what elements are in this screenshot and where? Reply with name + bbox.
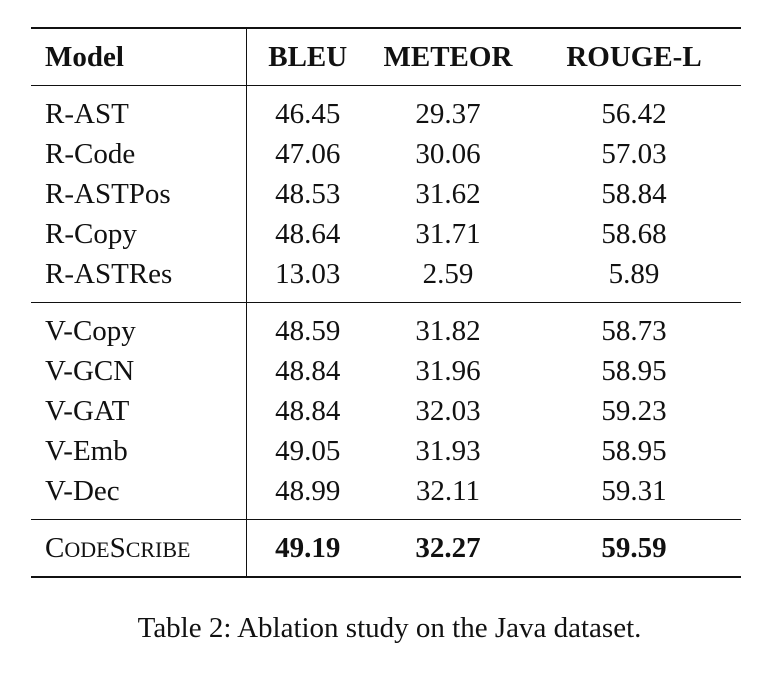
table-header: Model BLEU METEOR ROUGE-L [31, 28, 741, 86]
row-model: V-GAT [31, 391, 247, 431]
row-model: V-Dec [31, 471, 247, 520]
header-meteor: METEOR [383, 40, 513, 73]
table-row: R-AST 46.45 29.37 56.42 [31, 85, 741, 134]
row-bleu: 48.59 [275, 314, 341, 347]
row-rouge: 57.03 [601, 137, 667, 170]
row-bleu: 47.06 [275, 137, 341, 170]
header-rouge-l: ROUGE-L [566, 40, 702, 73]
row-model: R-ASTPos [31, 174, 247, 214]
table-row: R-Code 47.06 30.06 57.03 [31, 134, 741, 174]
row-bleu: 48.53 [275, 177, 341, 210]
model-name-part: CRIBE [125, 536, 191, 562]
header-row: Model BLEU METEOR ROUGE-L [31, 28, 741, 86]
row-meteor: 29.37 [415, 97, 481, 130]
row-rouge: 59.23 [601, 394, 667, 427]
row-meteor: 30.06 [415, 137, 481, 170]
row-rouge: 58.73 [601, 314, 667, 347]
row-rouge: 58.95 [601, 354, 667, 387]
row-meteor: 32.03 [415, 394, 481, 427]
model-name-part: C [45, 531, 65, 564]
row-meteor: 31.62 [415, 177, 481, 210]
row-rouge: 56.42 [601, 97, 667, 130]
table-row: V-Dec 48.99 32.11 59.31 [31, 471, 741, 520]
table-row: V-Emb 49.05 31.93 58.95 [31, 431, 741, 471]
row-bleu: 13.03 [275, 257, 341, 290]
row-rouge: 5.89 [608, 257, 660, 290]
row-bleu: 48.84 [275, 354, 341, 387]
model-name-part: ODE [64, 536, 110, 562]
group-r-variants: R-AST 46.45 29.37 56.42 R-Code 47.06 30.… [31, 85, 741, 303]
row-meteor: 31.93 [415, 434, 481, 467]
final-row: CODESCRIBE 49.19 32.27 59.59 [31, 519, 741, 577]
header-model: Model [31, 28, 247, 86]
final-model-name: CODESCRIBE [31, 519, 247, 577]
row-model: V-GCN [31, 351, 247, 391]
final-bleu: 49.19 [275, 531, 341, 564]
header-bleu: BLEU [268, 40, 348, 73]
row-bleu: 48.99 [275, 474, 341, 507]
row-model: V-Emb [31, 431, 247, 471]
final-rouge: 59.59 [601, 531, 667, 564]
group-v-variants: V-Copy 48.59 31.82 58.73 V-GCN 48.84 31.… [31, 302, 741, 520]
row-model: R-AST [31, 85, 247, 134]
row-rouge: 58.68 [601, 217, 667, 250]
row-meteor: 2.59 [422, 257, 474, 290]
row-rouge: 58.95 [601, 434, 667, 467]
table-row: V-Copy 48.59 31.82 58.73 [31, 302, 741, 351]
final-meteor: 32.27 [415, 531, 481, 564]
row-model: R-ASTRes [31, 254, 247, 303]
row-rouge: 59.31 [601, 474, 667, 507]
table-caption: Table 2: Ablation study on the Java data… [137, 612, 642, 644]
row-model: R-Copy [31, 214, 247, 254]
group-final-model: CODESCRIBE 49.19 32.27 59.59 [31, 519, 741, 577]
row-bleu: 48.64 [275, 217, 341, 250]
row-bleu: 48.84 [275, 394, 341, 427]
row-meteor: 31.71 [415, 217, 481, 250]
model-name-part: S [109, 531, 126, 564]
row-bleu: 49.05 [275, 434, 341, 467]
row-meteor: 31.96 [415, 354, 481, 387]
table-row: R-ASTPos 48.53 31.62 58.84 [31, 174, 741, 214]
row-meteor: 31.82 [415, 314, 481, 347]
row-model: R-Code [31, 134, 247, 174]
table-row: R-Copy 48.64 31.71 58.68 [31, 214, 741, 254]
row-meteor: 32.11 [415, 474, 481, 507]
row-bleu: 46.45 [275, 97, 341, 130]
table-row: R-ASTRes 13.03 2.59 5.89 [31, 254, 741, 303]
table-row: V-GAT 48.84 32.03 59.23 [31, 391, 741, 431]
ablation-table-container: Model BLEU METEOR ROUGE-L R-AST 46.45 29… [31, 27, 741, 578]
table-row: V-GCN 48.84 31.96 58.95 [31, 351, 741, 391]
ablation-table: Model BLEU METEOR ROUGE-L R-AST 46.45 29… [31, 27, 741, 578]
row-model: V-Copy [31, 302, 247, 351]
row-rouge: 58.84 [601, 177, 667, 210]
